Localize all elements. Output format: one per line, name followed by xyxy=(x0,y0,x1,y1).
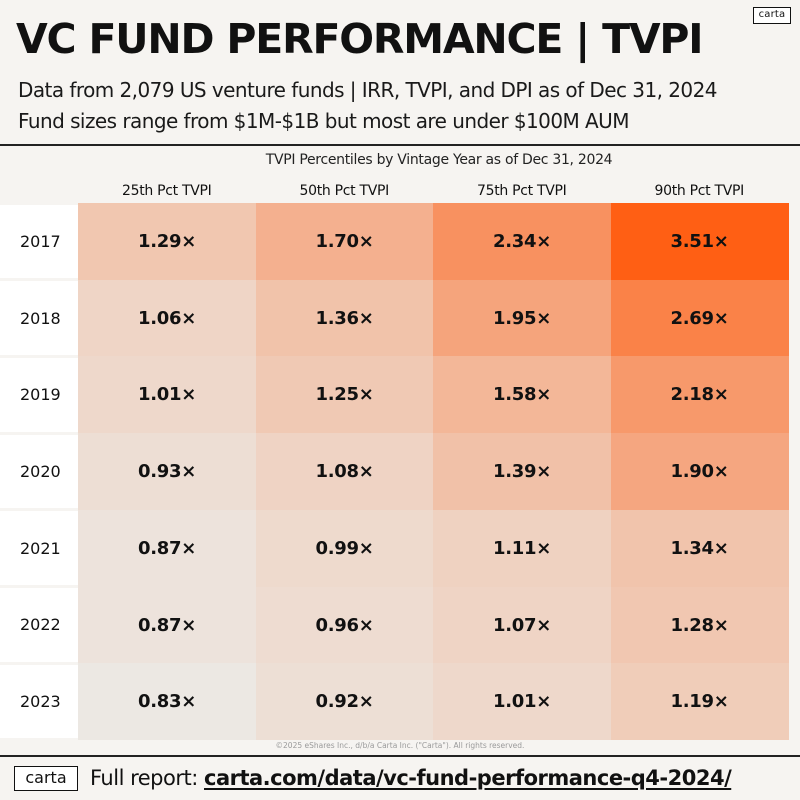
full-report: Full report: carta.com/data/vc-fund-perf… xyxy=(90,763,732,793)
heatmap-cell: 1.36× xyxy=(255,279,434,357)
row-label: 2018 xyxy=(0,281,78,355)
carta-logo-bottom: carta xyxy=(14,766,78,791)
column-header: 25th Pct TVPI xyxy=(121,183,212,199)
heatmap-cell: 1.34× xyxy=(610,509,789,587)
heatmap-cell: 1.11× xyxy=(433,509,611,587)
heatmap-cell: 2.34× xyxy=(433,203,611,281)
heatmap-cell: 0.93× xyxy=(78,433,256,511)
report-link[interactable]: carta.com/data/vc-fund-performance-q4-20… xyxy=(204,766,732,790)
row-label: 2020 xyxy=(0,434,78,509)
copyright-text: ©2025 eShares Inc., d/b/a Carta Inc. ("C… xyxy=(275,741,525,750)
heatmap-cell: 0.96× xyxy=(255,586,434,664)
top-divider xyxy=(0,144,800,146)
heatmap-cell: 2.18× xyxy=(610,356,789,434)
row-label: 2017 xyxy=(0,204,78,279)
subtitle-line-1: Data from 2,079 US venture funds | IRR, … xyxy=(18,78,717,102)
heatmap-cell: 2.69× xyxy=(610,279,789,357)
heatmap-cell: 1.29× xyxy=(78,203,256,281)
heatmap-cell: 0.92× xyxy=(255,663,434,741)
column-header: 75th Pct TVPI xyxy=(476,183,567,199)
carta-logo-top: carta xyxy=(753,7,791,24)
column-header: 90th Pct TVPI xyxy=(654,183,744,199)
row-label: 2019 xyxy=(0,357,78,432)
row-label: 2022 xyxy=(0,588,78,662)
heatmap-cell: 1.39× xyxy=(433,433,611,511)
heatmap-cell: 0.87× xyxy=(78,509,256,587)
row-label: 2021 xyxy=(0,511,78,585)
heatmap-cell: 1.01× xyxy=(433,663,611,741)
column-header: 50th Pct TVPI xyxy=(299,183,389,199)
heatmap-cell: 1.25× xyxy=(255,356,434,434)
heatmap-cell: 1.58× xyxy=(433,356,611,434)
heatmap-cell: 1.70× xyxy=(255,203,434,281)
table-title: TVPI Percentiles by Vintage Year as of D… xyxy=(265,152,613,168)
heatmap-cell: 0.99× xyxy=(255,509,434,587)
heatmap-cell: 1.06× xyxy=(78,279,256,357)
heatmap-cell: 1.28× xyxy=(610,586,789,664)
heatmap-cell: 0.87× xyxy=(78,586,256,664)
heatmap-cell: 1.95× xyxy=(433,279,611,357)
heatmap-cell: 1.01× xyxy=(78,356,256,434)
subtitle-line-2: Fund sizes range from $1M-$1B but most a… xyxy=(18,109,630,133)
heatmap-cell: 1.07× xyxy=(433,586,611,664)
heatmap-cell: 1.08× xyxy=(255,433,434,511)
heatmap-cell: 0.83× xyxy=(78,663,256,741)
page-title: VC FUND PERFORMANCE | TVPI xyxy=(16,15,704,63)
heatmap-cell: 1.90× xyxy=(610,433,789,511)
report-label: Full report: xyxy=(90,766,198,790)
row-label: 2023 xyxy=(0,664,78,739)
bottom-divider xyxy=(0,755,800,757)
heatmap-cell: 3.51× xyxy=(610,203,789,281)
heatmap-cell: 1.19× xyxy=(610,663,789,741)
